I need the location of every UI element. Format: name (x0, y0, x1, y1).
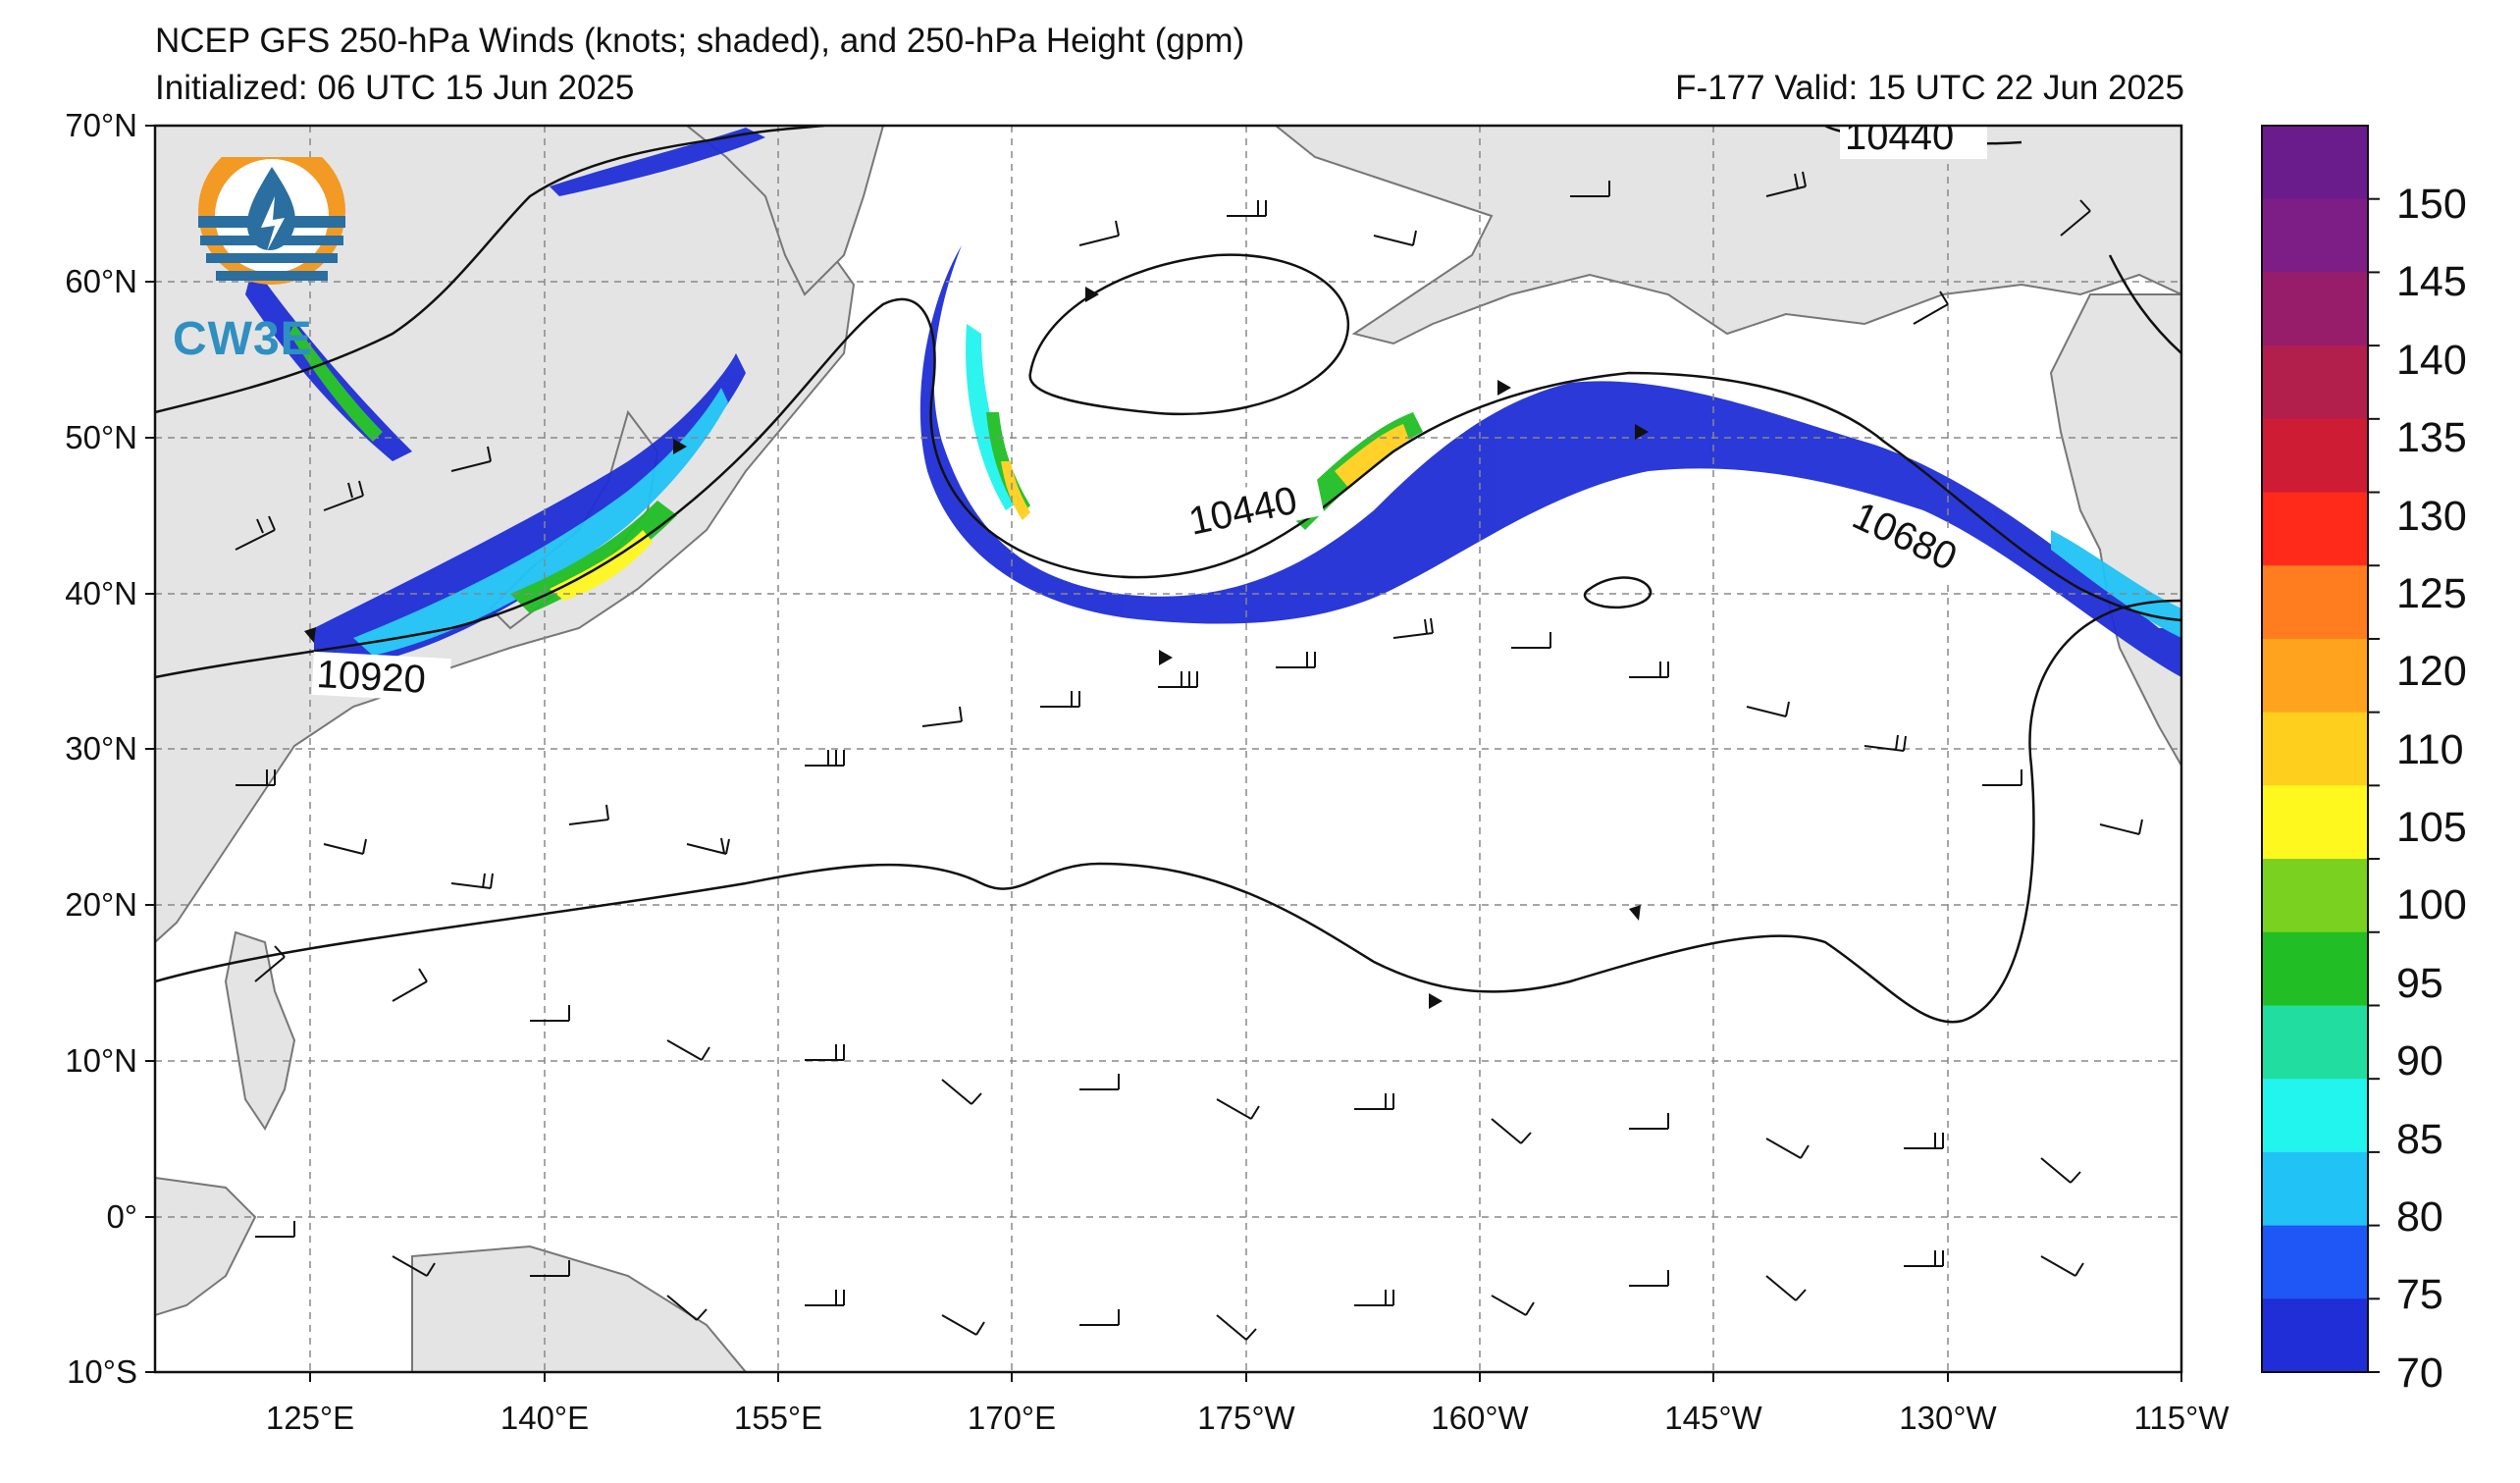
chart-title: NCEP GFS 250-hPa Winds (knots; shaded), … (155, 22, 1245, 60)
colorbar-segment (2262, 785, 2368, 860)
lat-label-50n: 50°N (65, 419, 137, 455)
wind-barbs (235, 171, 2143, 1341)
initialized-time: Initialized: 06 UTC 15 Jun 2025 (155, 69, 635, 107)
colorbar-segment (2262, 1298, 2368, 1373)
lat-label-60n: 60°N (65, 263, 137, 299)
contour-label-10440-north: 10440 (1845, 115, 1954, 158)
colorbar-label-80: 80 (2396, 1193, 2443, 1241)
contour-label-10920: 10920 (316, 653, 427, 702)
colorbar-label-130: 130 (2396, 493, 2467, 540)
land-indonesia (155, 1176, 257, 1317)
lat-label-10n: 10°N (65, 1042, 137, 1079)
land-new-guinea (411, 1245, 748, 1372)
lat-label-30n: 30°N (65, 730, 137, 767)
colorbar-segment (2262, 859, 2368, 933)
colorbar-label-145: 145 (2396, 258, 2467, 305)
colorbar-frame (2261, 125, 2369, 1373)
colorbar-label-100: 100 (2396, 881, 2467, 928)
colorbar-segment (2262, 1151, 2368, 1227)
lon-label-170e: 170°E (967, 1400, 1057, 1436)
lat-label-40n: 40°N (65, 575, 137, 611)
colorbar (2262, 126, 2380, 1373)
lon-label-175w: 175°W (1197, 1400, 1295, 1436)
land-kamchatka (685, 126, 885, 296)
lon-label-155e: 155°E (733, 1400, 823, 1436)
land-alaska (1274, 126, 2181, 345)
lon-label-145w: 145°W (1664, 1400, 1762, 1436)
lat-label-10s: 10°S (67, 1353, 137, 1390)
lat-label-70n: 70°N (65, 107, 137, 143)
colorbar-label-110: 110 (2396, 726, 2464, 773)
colorbar-label-90: 90 (2396, 1037, 2443, 1085)
height-contours (155, 126, 2181, 1024)
colorbar-label-105: 105 (2396, 804, 2467, 851)
colorbar-segment (2262, 638, 2368, 714)
colorbar-segment (2262, 565, 2368, 640)
colorbar-segment (2262, 126, 2368, 200)
colorbar-segment (2262, 1005, 2368, 1080)
lon-label-125e: 125°E (265, 1400, 355, 1436)
colorbar-segment (2262, 272, 2368, 346)
lon-label-115w: 115°W (2133, 1400, 2230, 1436)
colorbar-segment (2262, 345, 2368, 420)
cw3e-logo-icon (198, 157, 345, 285)
colorbar-label-70: 70 (2396, 1350, 2443, 1397)
lat-label-20n: 20°N (65, 886, 137, 923)
colorbar-segment (2262, 198, 2368, 273)
wind-flags (304, 287, 1649, 1009)
land-philippines (224, 930, 296, 1131)
valid-time: F-177 Valid: 15 UTC 22 Jun 2025 (1675, 69, 2184, 107)
lon-label-160w: 160°W (1431, 1400, 1529, 1436)
colorbar-label-75: 75 (2396, 1271, 2443, 1318)
colorbar-label-150: 150 (2396, 181, 2467, 228)
axis-ticks (145, 125, 2182, 1382)
lat-label-0: 0° (106, 1198, 137, 1235)
lon-label-130w: 130°W (1899, 1400, 1997, 1436)
lon-label-140e: 140°E (499, 1400, 590, 1436)
colorbar-label-95: 95 (2396, 960, 2443, 1007)
colorbar-label-140: 140 (2396, 337, 2467, 384)
logo-text: CW3E (173, 313, 313, 365)
colorbar-label-85: 85 (2396, 1116, 2443, 1163)
colorbar-segment (2262, 418, 2368, 494)
colorbar-segment (2262, 1079, 2368, 1153)
colorbar-segment (2262, 1225, 2368, 1299)
colorbar-label-125: 125 (2396, 570, 2467, 617)
graticule (155, 126, 2181, 1372)
colorbar-segment (2262, 712, 2368, 786)
colorbar-segment (2262, 931, 2368, 1006)
colorbar-label-120: 120 (2396, 648, 2467, 695)
colorbar-label-135: 135 (2396, 414, 2467, 461)
colorbar-segment (2262, 492, 2368, 566)
